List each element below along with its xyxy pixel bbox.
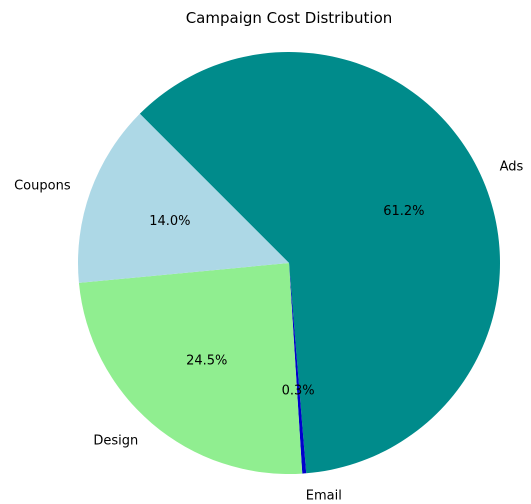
pie-slice-email — [289, 263, 307, 474]
pie-pct-label-design: 24.5% — [186, 353, 227, 368]
pie-labels: 61.2% Ads 0.3% Email 24.5% Design 14.0% Coupons — [14, 159, 523, 503]
pie-slices — [78, 52, 501, 474]
pie-category-label-email: Email — [306, 488, 342, 503]
pie-slice-coupons — [78, 113, 290, 283]
chart-title: Campaign Cost Distribution — [186, 9, 393, 27]
pie-category-label-design: Design — [93, 433, 138, 448]
pie-pct-label-email: 0.3% — [282, 383, 315, 398]
pie-slice-ads — [139, 52, 501, 474]
pie-category-label-ads: Ads — [500, 159, 524, 174]
pie-pct-label-ads: 61.2% — [383, 204, 424, 219]
pie-category-label-coupons: Coupons — [14, 178, 71, 193]
pie-pct-label-coupons: 14.0% — [149, 214, 190, 229]
pie-slice-design — [78, 263, 303, 474]
